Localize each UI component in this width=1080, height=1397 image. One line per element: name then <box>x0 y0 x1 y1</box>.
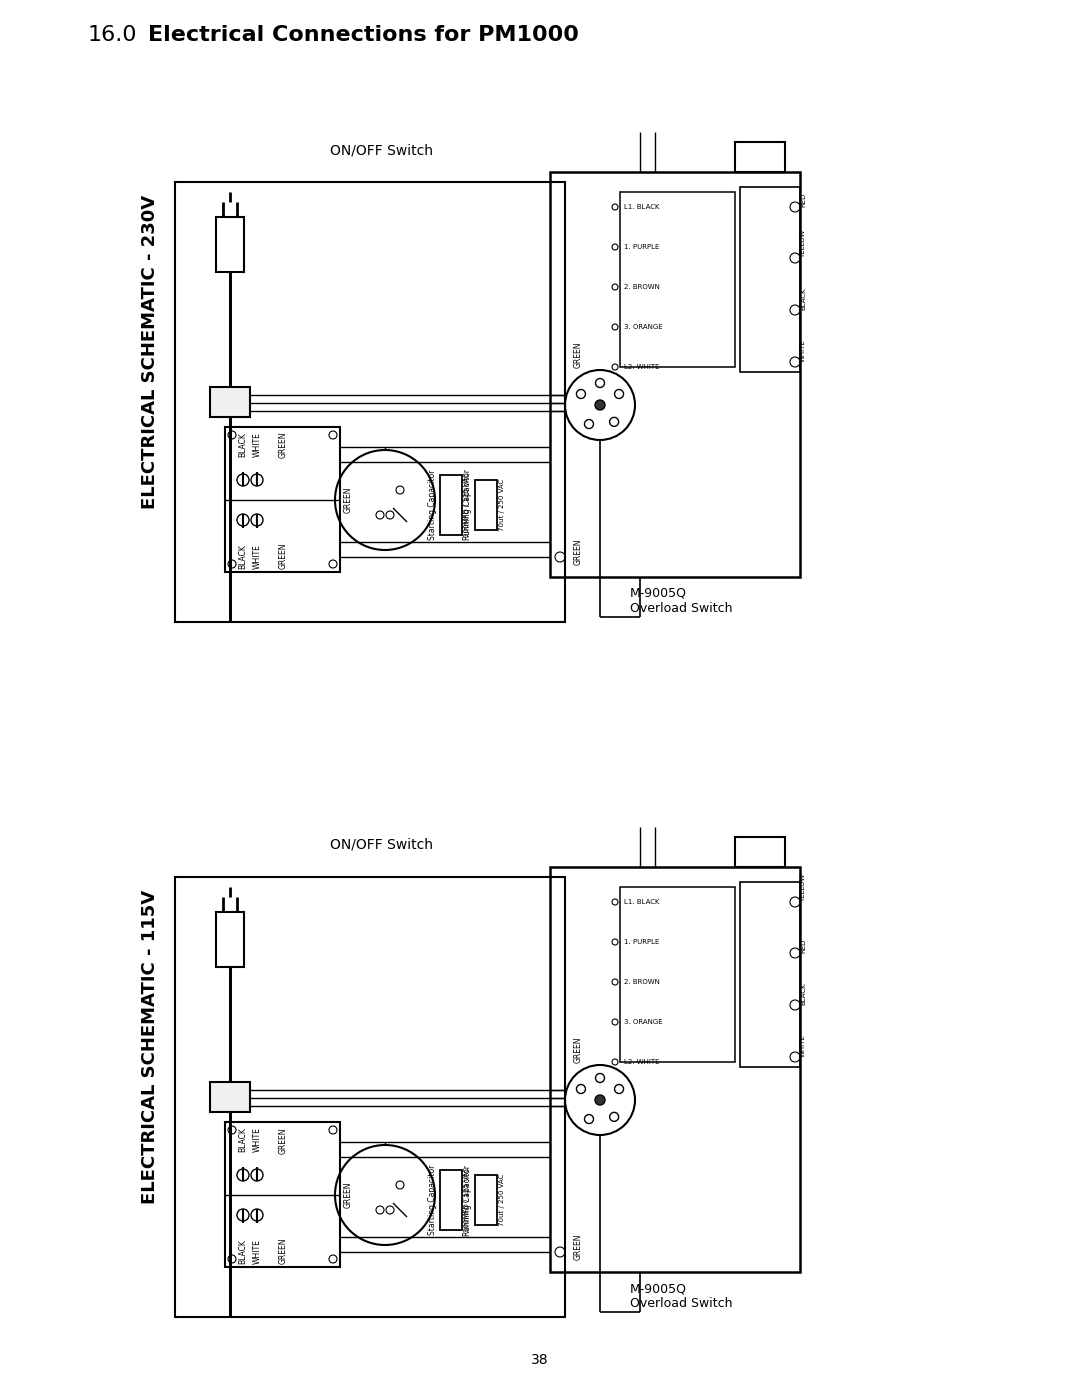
Bar <box>440 475 462 535</box>
Circle shape <box>595 400 605 409</box>
Text: WHITE: WHITE <box>253 432 261 457</box>
Bar <box>620 887 735 1062</box>
Text: 3. ORANGE: 3. ORANGE <box>624 324 663 330</box>
Bar <box>175 877 565 1317</box>
Text: ELECTRICAL SCHEMATIC - 115V: ELECTRICAL SCHEMATIC - 115V <box>141 890 159 1204</box>
Text: YELLOW: YELLOW <box>800 873 806 902</box>
Text: GREEN: GREEN <box>279 1127 287 1154</box>
Text: Overload Switch: Overload Switch <box>630 602 732 615</box>
Text: 2. BROWN: 2. BROWN <box>624 979 660 985</box>
Text: Running Capacitor: Running Capacitor <box>463 1165 472 1235</box>
Bar <box>225 427 340 571</box>
Text: 300MFD / 125 VAC: 300MFD / 125 VAC <box>464 1168 470 1232</box>
Text: M-9005Q: M-9005Q <box>630 1282 687 1295</box>
Bar <box>216 217 244 272</box>
Text: 16.0: 16.0 <box>87 25 137 45</box>
Text: GREEN: GREEN <box>573 342 582 369</box>
Bar <box>475 481 497 529</box>
Bar <box>210 1083 249 1112</box>
Text: ELECTRICAL SCHEMATIC - 230V: ELECTRICAL SCHEMATIC - 230V <box>141 196 159 509</box>
Text: YELLOW: YELLOW <box>800 229 806 258</box>
Bar <box>475 1175 497 1225</box>
Text: Running Capacitor: Running Capacitor <box>463 469 472 541</box>
Bar <box>740 882 800 1067</box>
Text: RED: RED <box>800 193 806 207</box>
Text: BLACK: BLACK <box>239 543 247 569</box>
Text: BLACK: BLACK <box>239 432 247 457</box>
Text: RED: RED <box>800 939 806 953</box>
Text: M-9005Q: M-9005Q <box>630 587 687 599</box>
Text: GREEN: GREEN <box>279 542 287 569</box>
Text: 70ut / 250 VAC: 70ut / 250 VAC <box>499 1173 505 1227</box>
Bar <box>225 1122 340 1267</box>
Text: 3. ORANGE: 3. ORANGE <box>624 1018 663 1025</box>
Text: GREEN: GREEN <box>573 539 582 566</box>
Text: ON/OFF Switch: ON/OFF Switch <box>330 142 433 156</box>
Text: 1. PURPLE: 1. PURPLE <box>624 244 660 250</box>
Text: 70ut / 250 VAC: 70ut / 250 VAC <box>499 479 505 531</box>
Text: Starting Capacitor: Starting Capacitor <box>428 469 437 541</box>
Text: BLACK: BLACK <box>800 288 806 310</box>
Text: L1. BLACK: L1. BLACK <box>624 900 660 905</box>
Bar <box>735 142 785 172</box>
Text: 300MFD / 125 VAC: 300MFD / 125 VAC <box>464 472 470 538</box>
Text: BLACK: BLACK <box>239 1127 247 1153</box>
Bar <box>740 187 800 372</box>
Text: 38: 38 <box>531 1354 549 1368</box>
Text: GREEN: GREEN <box>343 1182 352 1208</box>
Bar <box>620 191 735 367</box>
Text: GREEN: GREEN <box>279 432 287 458</box>
Text: WHITE: WHITE <box>253 543 261 569</box>
Text: WHITE: WHITE <box>800 1034 806 1058</box>
Text: Overload Switch: Overload Switch <box>630 1296 732 1310</box>
Bar <box>210 387 249 416</box>
Text: WHITE: WHITE <box>253 1239 261 1264</box>
Text: BLACK: BLACK <box>800 982 806 1004</box>
Text: WHITE: WHITE <box>253 1127 261 1153</box>
Text: 1. PURPLE: 1. PURPLE <box>624 939 660 944</box>
Text: L2. WHITE: L2. WHITE <box>624 365 660 370</box>
Text: Electrical Connections for PM1000: Electrical Connections for PM1000 <box>148 25 579 45</box>
Text: ON/OFF Switch: ON/OFF Switch <box>330 838 433 852</box>
Text: GREEN: GREEN <box>573 1037 582 1063</box>
Bar <box>735 837 785 868</box>
Text: BLACK: BLACK <box>239 1239 247 1264</box>
Text: L1. BLACK: L1. BLACK <box>624 204 660 210</box>
Text: L2. WHITE: L2. WHITE <box>624 1059 660 1065</box>
Text: GREEN: GREEN <box>573 1234 582 1260</box>
Bar <box>550 172 800 577</box>
Text: 2. BROWN: 2. BROWN <box>624 284 660 291</box>
Circle shape <box>595 1095 605 1105</box>
Text: Starting Capacitor: Starting Capacitor <box>428 1165 437 1235</box>
Bar <box>440 1171 462 1229</box>
Bar <box>175 182 565 622</box>
Text: GREEN: GREEN <box>279 1238 287 1264</box>
Text: GREEN: GREEN <box>343 486 352 513</box>
Bar <box>216 912 244 967</box>
Text: WHITE: WHITE <box>800 339 806 362</box>
Bar <box>550 868 800 1273</box>
